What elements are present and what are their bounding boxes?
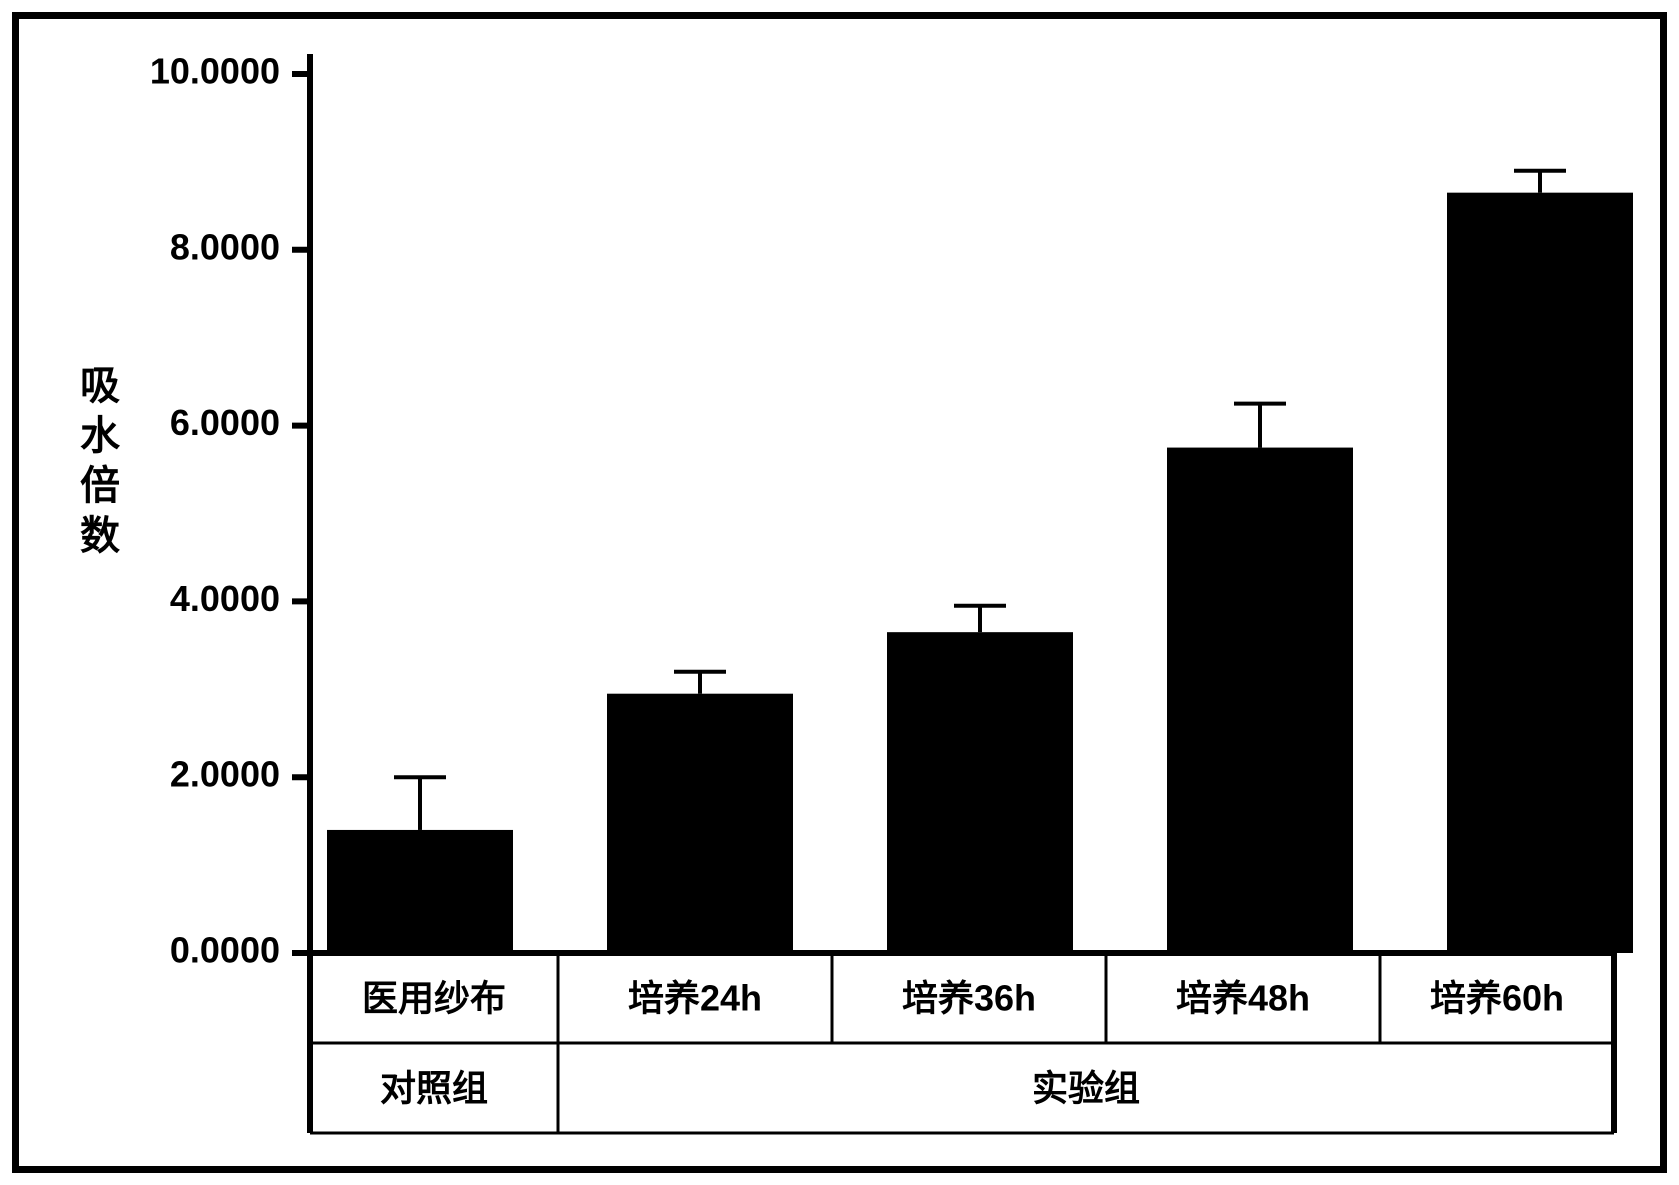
category-label: 培养48h xyxy=(1176,978,1310,1019)
y-axis-label-char: 倍 xyxy=(80,463,120,508)
category-label: 培养36h xyxy=(902,978,1036,1019)
bar xyxy=(1167,448,1353,953)
category-label: 培养60h xyxy=(1430,978,1564,1019)
y-tick-label: 4.0000 xyxy=(170,578,280,619)
bar xyxy=(887,632,1073,953)
bar xyxy=(327,830,513,953)
category-label: 医用纱布 xyxy=(362,978,506,1019)
group-label: 实验组 xyxy=(1032,1068,1140,1109)
y-axis-label-char: 水 xyxy=(80,413,121,458)
bar xyxy=(607,694,793,953)
figure-frame: 0.0000 2.0000 4.0000 6.0000 8.0000 10.0000 吸水倍… xyxy=(12,12,1667,1173)
y-tick-label: 6.0000 xyxy=(170,402,280,443)
y-tick-label: 0.0000 xyxy=(170,930,280,971)
y-axis-label-char: 吸 xyxy=(80,363,120,408)
y-axis-label-char: 数 xyxy=(80,513,120,558)
group-label: 对照组 xyxy=(380,1068,488,1109)
y-tick-label: 2.0000 xyxy=(170,754,280,795)
category-label: 培养24h xyxy=(628,978,762,1019)
y-tick-label: 8.0000 xyxy=(170,226,280,267)
y-tick-label: 10.0000 xyxy=(150,51,280,92)
bar xyxy=(1447,193,1633,953)
bar-chart: 0.0000 2.0000 4.0000 6.0000 8.0000 10.0000 吸水倍… xyxy=(19,19,1660,1166)
